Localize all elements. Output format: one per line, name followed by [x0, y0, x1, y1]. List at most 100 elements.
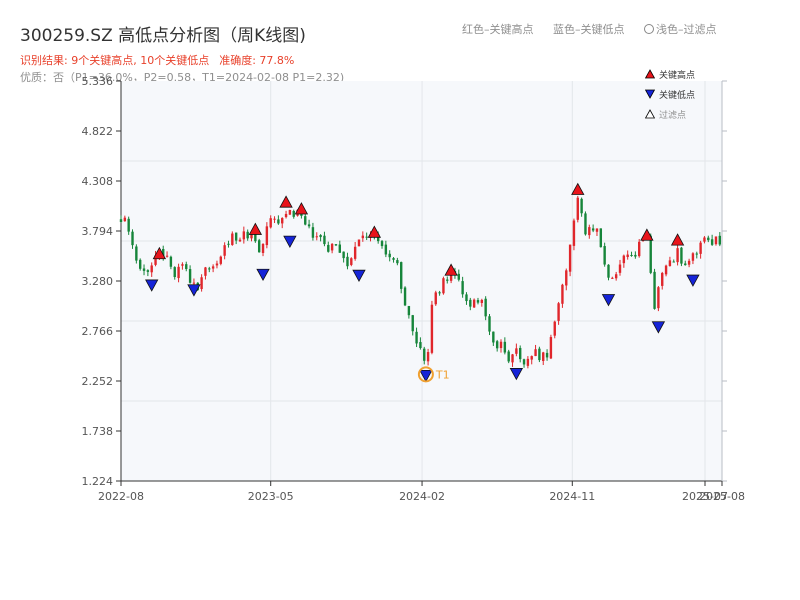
candle-body — [530, 356, 533, 360]
candle-body — [691, 253, 695, 261]
candle-body — [584, 213, 587, 235]
candle-body — [135, 246, 138, 261]
candle-body — [365, 236, 368, 238]
candle-body — [185, 264, 188, 270]
candle-body — [261, 243, 265, 253]
candle-body — [484, 298, 487, 317]
candle-body — [618, 264, 622, 273]
x-tick-label: 2024-11 — [549, 490, 595, 503]
candle-body — [657, 287, 660, 309]
candle-body — [599, 228, 603, 248]
candle-body — [388, 253, 391, 258]
key-high-marker — [294, 202, 309, 215]
key-low-marker — [686, 274, 700, 287]
candle-body — [703, 237, 706, 242]
y-tick-label: 3.280 — [82, 275, 114, 288]
candle-body — [480, 299, 484, 303]
candle-body — [488, 316, 491, 332]
candle-body — [603, 246, 606, 265]
candle-body — [676, 248, 679, 263]
candle-body — [519, 347, 522, 360]
candle-body — [277, 219, 280, 224]
candle-body — [173, 267, 176, 278]
candle-body — [246, 231, 249, 239]
candle-body — [492, 331, 495, 343]
x-tick-label: 2024-02 — [399, 490, 445, 503]
candle-body — [630, 255, 633, 257]
candle-body — [254, 233, 257, 242]
candle-body — [227, 243, 230, 245]
y-tick-label: 4.822 — [82, 125, 114, 138]
result-summary: 识别结果: 9个关键高点, 10个关键低点 准确度: 77.8% — [20, 52, 294, 68]
candle-body — [131, 231, 134, 246]
candle-body — [446, 279, 449, 281]
candle-body — [146, 270, 150, 272]
candle-body — [208, 268, 211, 270]
legend-item-filtered[interactable]: 过滤点 — [645, 104, 695, 124]
candle-body — [595, 228, 599, 232]
y-tick-label: 5.336 — [82, 75, 114, 88]
candle-body — [242, 231, 246, 240]
legend-filtered-label: 过滤点 — [659, 110, 687, 121]
candle-body — [127, 218, 130, 232]
candle-body — [334, 244, 338, 246]
candle-body — [672, 261, 675, 263]
chart-title: 300259.SZ 高低点分析图（周K线图) — [20, 26, 306, 46]
candle-body — [165, 255, 169, 257]
candle-body — [472, 299, 476, 308]
accuracy-label: 准确度: 77.8% — [219, 54, 295, 67]
candle-body — [265, 226, 269, 246]
candle-body — [415, 331, 418, 344]
key-low-marker — [352, 269, 366, 283]
candle-body — [119, 219, 123, 223]
legend-item-high[interactable]: 关键高点 — [645, 64, 695, 84]
key-low-marker — [256, 268, 270, 282]
candle-body — [219, 256, 223, 264]
key-high-marker — [670, 233, 685, 246]
y-tick-label: 1.738 — [82, 425, 114, 438]
t1-label: T1 — [435, 368, 450, 381]
candle-body — [476, 300, 480, 303]
candle-body — [181, 264, 184, 266]
candle-body — [465, 294, 468, 302]
key-high-marker — [444, 263, 458, 276]
candle-body — [680, 247, 683, 264]
quality-line: 优质：否（P1=36.0%，P2=0.58，T1=2024-02-08 P1=2… — [20, 71, 345, 84]
candle-body — [192, 282, 196, 284]
candle-body — [588, 227, 591, 236]
candle-body — [238, 239, 242, 242]
candle-body — [457, 273, 460, 280]
candle-body — [338, 244, 341, 253]
plot-area — [121, 81, 722, 481]
candle-body — [311, 227, 315, 238]
candle-body — [622, 255, 626, 264]
key-low-marker — [419, 369, 433, 383]
candle-body — [626, 254, 629, 258]
candle-body — [330, 243, 334, 251]
candle-body — [526, 358, 530, 366]
candle-body — [380, 241, 384, 247]
candle-body — [545, 352, 549, 358]
candle-body — [572, 220, 576, 246]
legend-item-low[interactable]: 关键低点 — [645, 84, 695, 104]
candle-body — [707, 237, 710, 241]
key-low-marker — [601, 294, 616, 307]
candle-body — [257, 240, 261, 253]
candle-body — [384, 244, 388, 255]
candle-body — [718, 235, 722, 245]
candle-body — [695, 253, 698, 255]
candle-body — [292, 210, 295, 217]
candle-body — [323, 235, 326, 245]
candle-body — [549, 337, 553, 359]
legend-high-label: 关键高点 — [659, 70, 696, 81]
candle-body — [534, 349, 537, 357]
key-low-marker — [187, 284, 201, 297]
candle-body — [392, 258, 395, 260]
candle-body — [591, 228, 595, 231]
candle-body — [634, 254, 637, 257]
candle-body — [284, 213, 288, 218]
candle-body — [250, 232, 253, 239]
x-tick-label: 2025-08 — [699, 490, 745, 503]
candle-body — [327, 244, 330, 252]
